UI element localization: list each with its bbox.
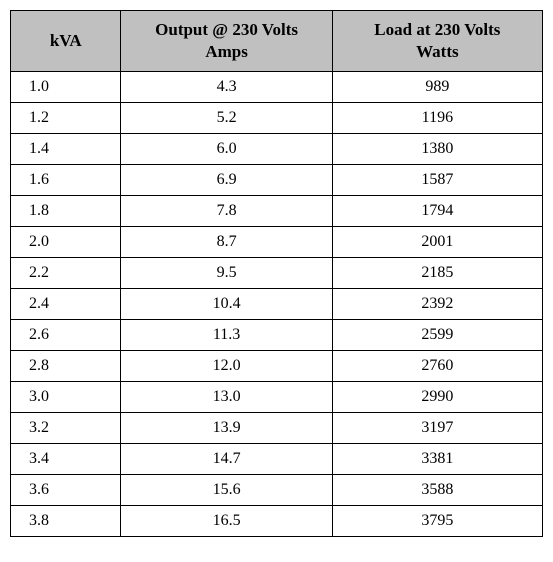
cell-output: 13.0	[121, 382, 332, 413]
cell-output: 11.3	[121, 320, 332, 351]
table-row: 3.013.02990	[11, 382, 543, 413]
cell-load: 3795	[332, 506, 542, 537]
table-row: 1.25.21196	[11, 103, 543, 134]
cell-output: 5.2	[121, 103, 332, 134]
cell-output: 15.6	[121, 475, 332, 506]
kva-table: kVA Output @ 230 VoltsAmps Load at 230 V…	[10, 10, 543, 537]
cell-output: 13.9	[121, 413, 332, 444]
cell-kva: 2.4	[11, 289, 121, 320]
cell-output: 8.7	[121, 227, 332, 258]
cell-output: 4.3	[121, 72, 332, 103]
cell-load: 2185	[332, 258, 542, 289]
table-row: 1.04.3989	[11, 72, 543, 103]
cell-output: 16.5	[121, 506, 332, 537]
cell-load: 2599	[332, 320, 542, 351]
cell-load: 2392	[332, 289, 542, 320]
cell-output: 10.4	[121, 289, 332, 320]
table-row: 1.87.81794	[11, 196, 543, 227]
header-kva: kVA	[11, 11, 121, 72]
cell-load: 1794	[332, 196, 542, 227]
cell-kva: 2.6	[11, 320, 121, 351]
header-output: Output @ 230 VoltsAmps	[121, 11, 332, 72]
cell-kva: 1.4	[11, 134, 121, 165]
cell-output: 6.0	[121, 134, 332, 165]
cell-kva: 3.0	[11, 382, 121, 413]
cell-kva: 3.6	[11, 475, 121, 506]
cell-output: 14.7	[121, 444, 332, 475]
cell-kva: 2.2	[11, 258, 121, 289]
table-row: 1.46.01380	[11, 134, 543, 165]
cell-output: 6.9	[121, 165, 332, 196]
cell-output: 12.0	[121, 351, 332, 382]
cell-kva: 2.0	[11, 227, 121, 258]
header-load: Load at 230 VoltsWatts	[332, 11, 542, 72]
table-row: 3.816.53795	[11, 506, 543, 537]
cell-kva: 2.8	[11, 351, 121, 382]
cell-kva: 3.8	[11, 506, 121, 537]
table-row: 2.29.52185	[11, 258, 543, 289]
table-row: 2.410.42392	[11, 289, 543, 320]
cell-output: 7.8	[121, 196, 332, 227]
cell-load: 2990	[332, 382, 542, 413]
header-row: kVA Output @ 230 VoltsAmps Load at 230 V…	[11, 11, 543, 72]
cell-load: 2001	[332, 227, 542, 258]
cell-kva: 3.2	[11, 413, 121, 444]
table-row: 3.615.63588	[11, 475, 543, 506]
cell-load: 989	[332, 72, 542, 103]
cell-load: 2760	[332, 351, 542, 382]
cell-load: 1587	[332, 165, 542, 196]
table-row: 3.213.93197	[11, 413, 543, 444]
table-row: 3.414.73381	[11, 444, 543, 475]
table-row: 2.611.32599	[11, 320, 543, 351]
cell-kva: 1.8	[11, 196, 121, 227]
table-header: kVA Output @ 230 VoltsAmps Load at 230 V…	[11, 11, 543, 72]
cell-load: 1196	[332, 103, 542, 134]
table-row: 2.08.72001	[11, 227, 543, 258]
cell-load: 1380	[332, 134, 542, 165]
cell-output: 9.5	[121, 258, 332, 289]
table-row: 2.812.02760	[11, 351, 543, 382]
cell-load: 3588	[332, 475, 542, 506]
cell-kva: 1.0	[11, 72, 121, 103]
table-body: 1.04.39891.25.211961.46.013801.66.915871…	[11, 72, 543, 537]
cell-kva: 3.4	[11, 444, 121, 475]
cell-load: 3197	[332, 413, 542, 444]
cell-kva: 1.2	[11, 103, 121, 134]
cell-load: 3381	[332, 444, 542, 475]
table-row: 1.66.91587	[11, 165, 543, 196]
cell-kva: 1.6	[11, 165, 121, 196]
